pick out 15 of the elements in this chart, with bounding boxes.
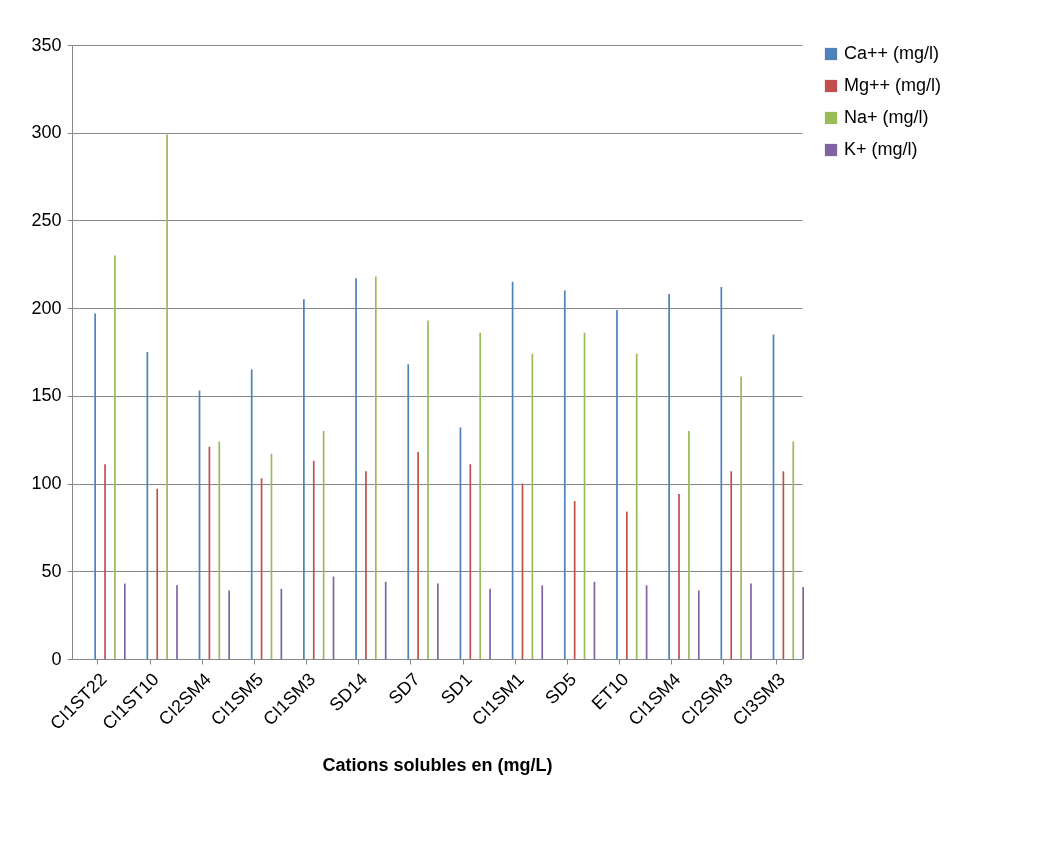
- x-axis-title: Cations solubles en (mg/L): [322, 755, 553, 776]
- legend-label: K+ (mg/l): [844, 139, 918, 159]
- y-tick-label: 350: [31, 34, 62, 55]
- y-tick-label: 150: [31, 385, 62, 406]
- y-tick-label: 100: [31, 473, 62, 494]
- y-tick-label: 250: [31, 209, 62, 230]
- y-tick-label: 50: [41, 560, 62, 581]
- legend-label: Mg++ (mg/l): [844, 75, 942, 95]
- legend-label: Na+ (mg/l): [844, 107, 929, 127]
- y-tick-label: 300: [31, 122, 62, 143]
- y-tick-label: 0: [51, 648, 62, 669]
- x-tick-label: SD5: [541, 669, 581, 708]
- x-tick-label: SD1: [436, 669, 476, 708]
- legend-label: Ca++ (mg/l): [844, 43, 940, 63]
- y-tick-label: 200: [31, 297, 62, 318]
